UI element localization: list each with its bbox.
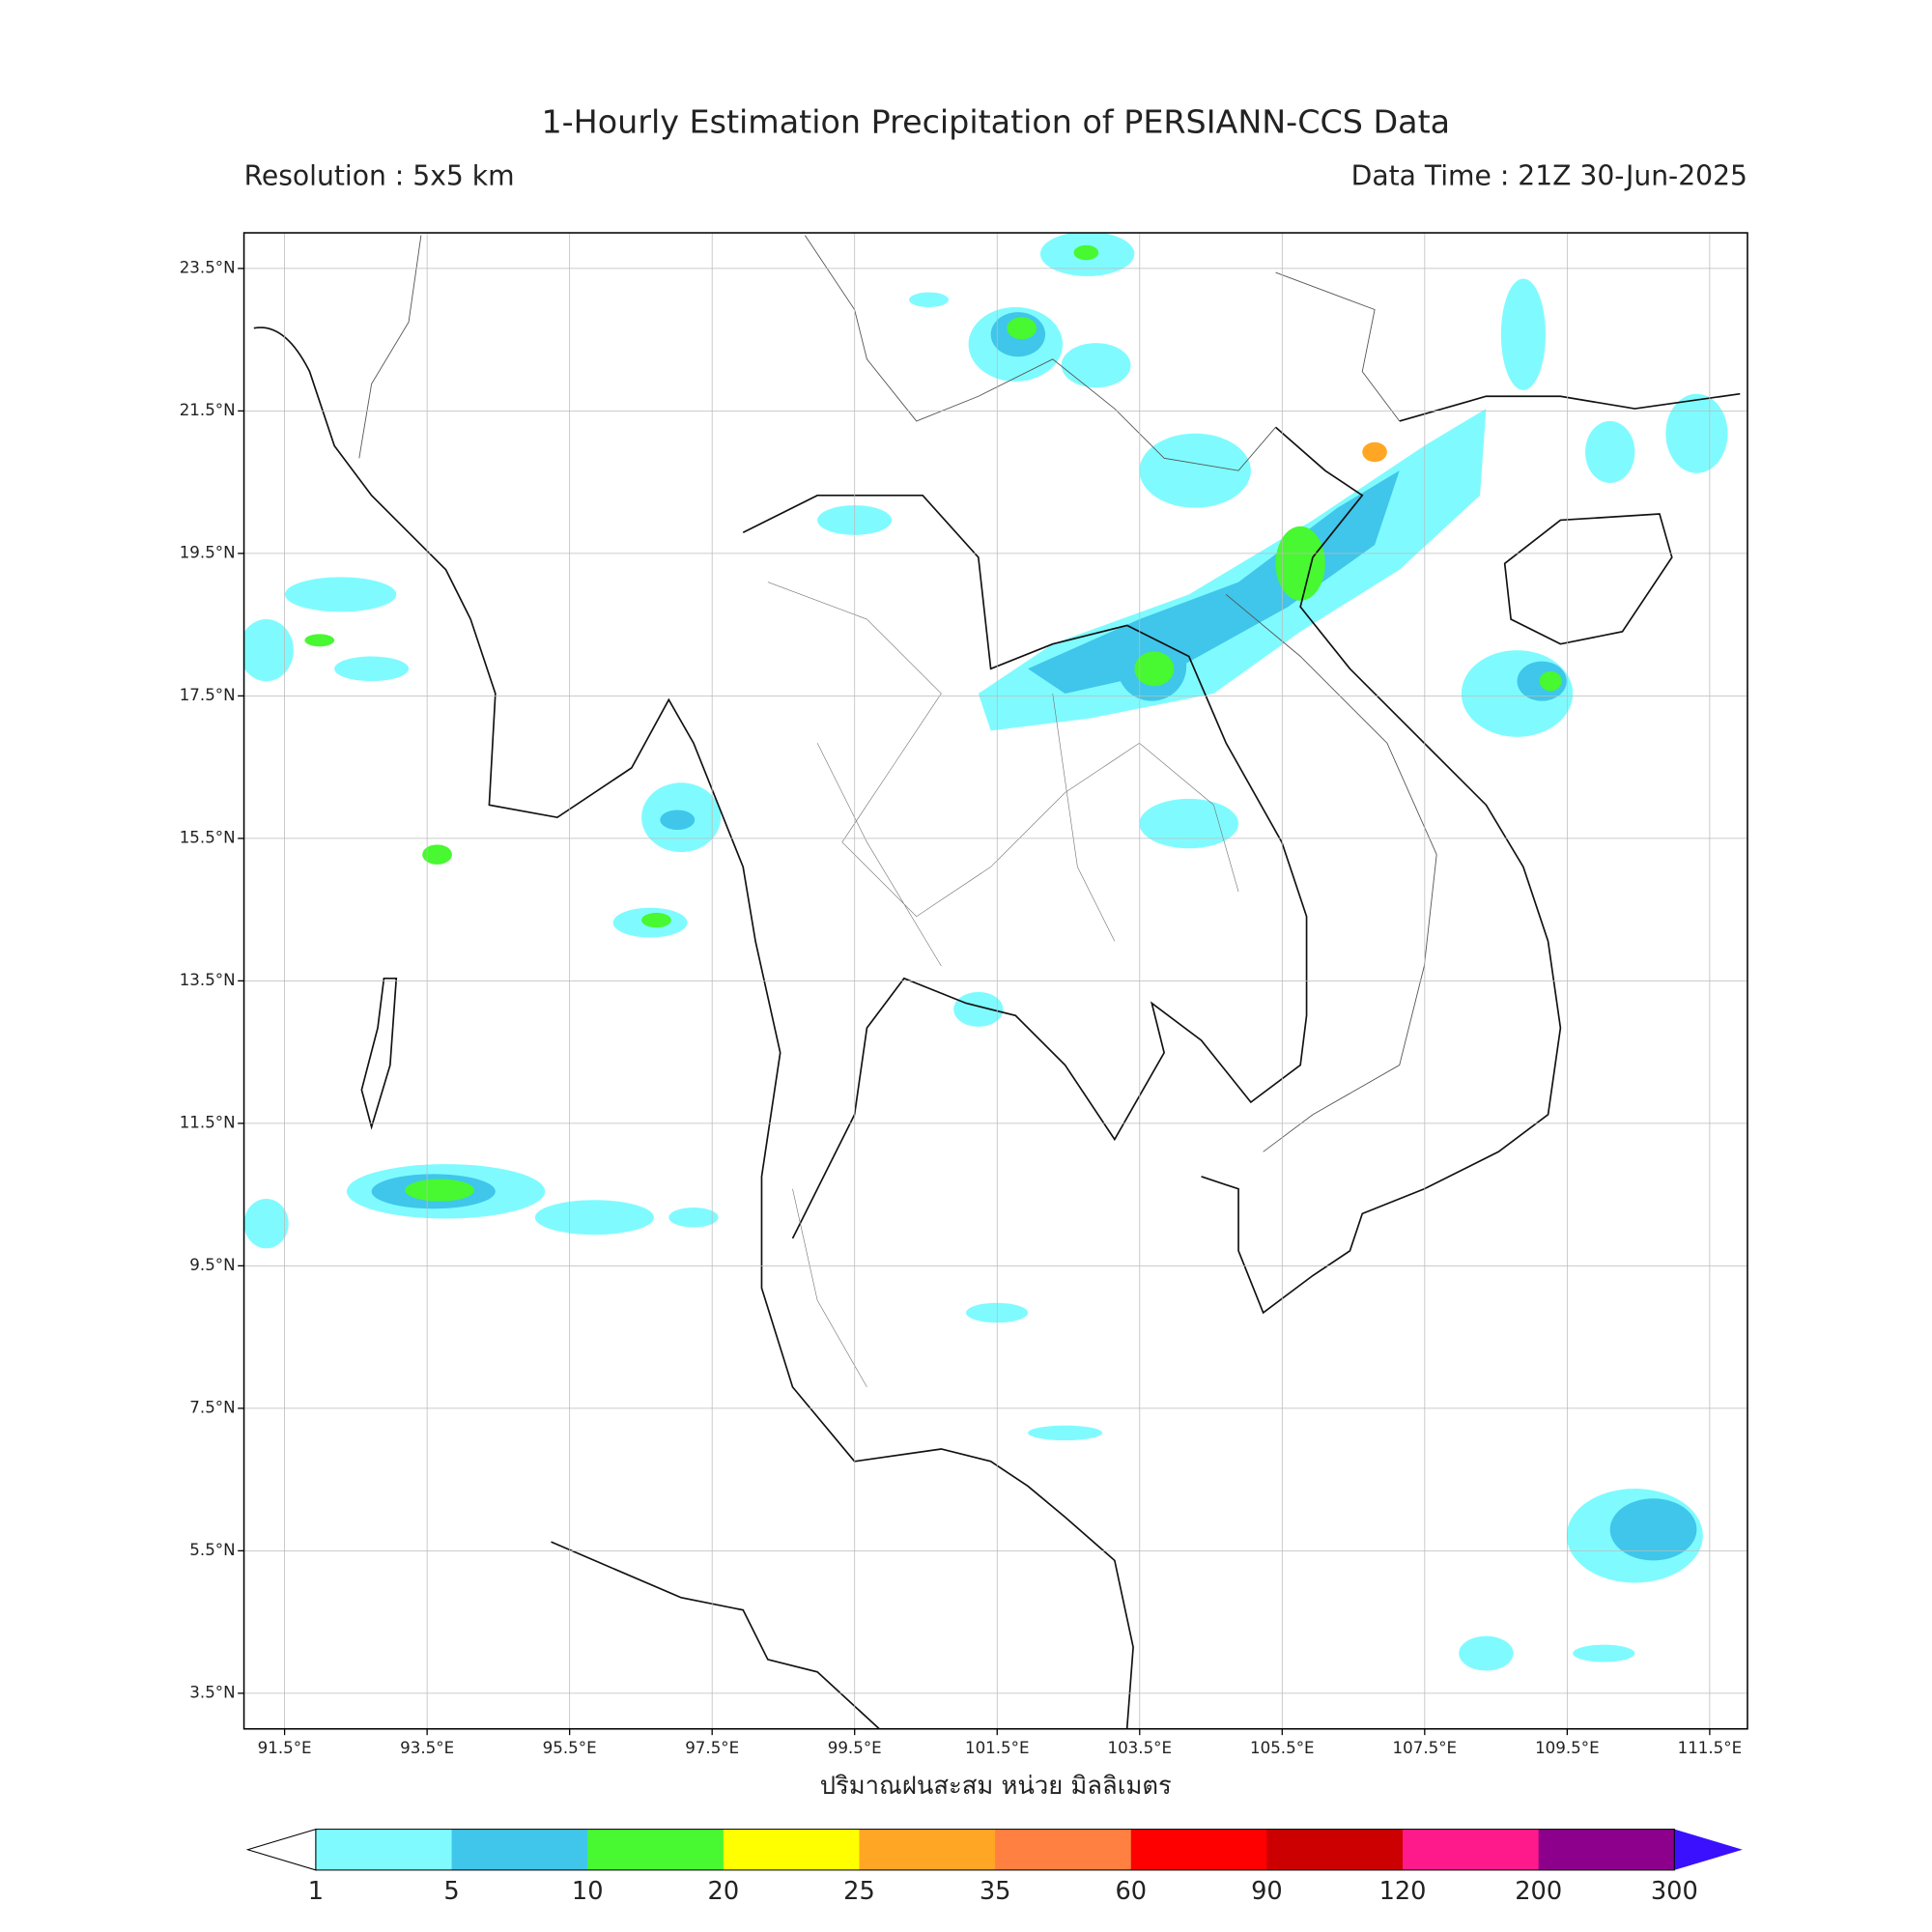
colorbar-frame (315, 1829, 1675, 1871)
y-tick-label: 19.5°N (180, 543, 236, 561)
x-tick-label: 103.5°E (1107, 1739, 1172, 1757)
colorbar-label: 5 (443, 1877, 459, 1906)
x-tick-label: 105.5°E (1250, 1739, 1315, 1757)
x-tick-label: 107.5°E (1393, 1739, 1458, 1757)
x-tick-label: 99.5°E (828, 1739, 882, 1757)
colorbar-label: 120 (1379, 1877, 1427, 1906)
y-tick-label: 13.5°N (180, 971, 236, 989)
colorbar: 1 5 10 20 25 35 60 90 120 200 300 (245, 1828, 1743, 1906)
y-tick-label: 21.5°N (180, 401, 236, 419)
coastlines (253, 327, 1741, 1729)
colorbar-label: 35 (980, 1877, 1011, 1906)
y-tick-label: 23.5°N (180, 258, 236, 276)
y-tick-label: 7.5°N (189, 1398, 235, 1416)
colorbar-label: 200 (1515, 1877, 1562, 1906)
colorbar-segment (1403, 1829, 1540, 1870)
x-tick-label: 97.5°E (685, 1739, 739, 1757)
rain (243, 233, 1728, 1671)
colorbar-under (245, 1828, 317, 1871)
y-tick-label: 17.5°N (180, 686, 236, 704)
colorbar-label: 20 (708, 1877, 740, 1906)
x-tick-label: 109.5°E (1535, 1739, 1600, 1757)
colorbar-segment (723, 1829, 861, 1870)
x-tick-label: 91.5°E (258, 1739, 312, 1757)
colorbar-over (1674, 1829, 1743, 1870)
colorbar-label: 90 (1251, 1877, 1283, 1906)
colorbar-label: 300 (1651, 1877, 1698, 1906)
borders (358, 235, 1437, 1388)
ticks: 91.5°E 93.5°E 95.5°E 97.5°E 99.5°E 101.5°E 103… (180, 258, 1742, 1756)
colorbar-label: 1 (308, 1877, 324, 1906)
colorbar-segment (995, 1829, 1132, 1870)
colorbar-segment (451, 1829, 588, 1870)
resolution: Resolution : 5x5 km (244, 159, 515, 191)
y-tick-label: 9.5°N (189, 1256, 235, 1274)
colorbar-label: 60 (1115, 1877, 1147, 1906)
colorbar-segment (587, 1829, 724, 1870)
x-tick-label: 93.5°E (400, 1739, 454, 1757)
x-axis-label: ปริมาณฝนสะสม หน่วย มิลลิเมตร (820, 1772, 1172, 1801)
colorbar-segment (1538, 1829, 1675, 1870)
x-tick-label: 95.5°E (543, 1739, 597, 1757)
x-tick-label: 101.5°E (965, 1739, 1030, 1757)
colorbar-label: 25 (843, 1877, 875, 1906)
data-time: Data Time : 21Z 30-Jun-2025 (1351, 159, 1747, 191)
colorbar-segment (1266, 1829, 1404, 1870)
y-tick-label: 5.5°N (189, 1541, 235, 1559)
colorbar-segment (315, 1829, 453, 1870)
y-tick-label: 11.5°N (180, 1113, 236, 1131)
map (243, 233, 1747, 1729)
colorbar-label: 10 (572, 1877, 604, 1906)
colorbar-segment (859, 1829, 996, 1870)
y-tick-label: 15.5°N (180, 828, 236, 846)
y-tick-label: 3.5°N (189, 1683, 235, 1701)
x-tick-label: 111.5°E (1678, 1739, 1743, 1757)
title: 1-Hourly Estimation Precipitation of PER… (541, 103, 1450, 141)
colorbar-segment (1130, 1829, 1268, 1870)
grid (243, 233, 1747, 1729)
